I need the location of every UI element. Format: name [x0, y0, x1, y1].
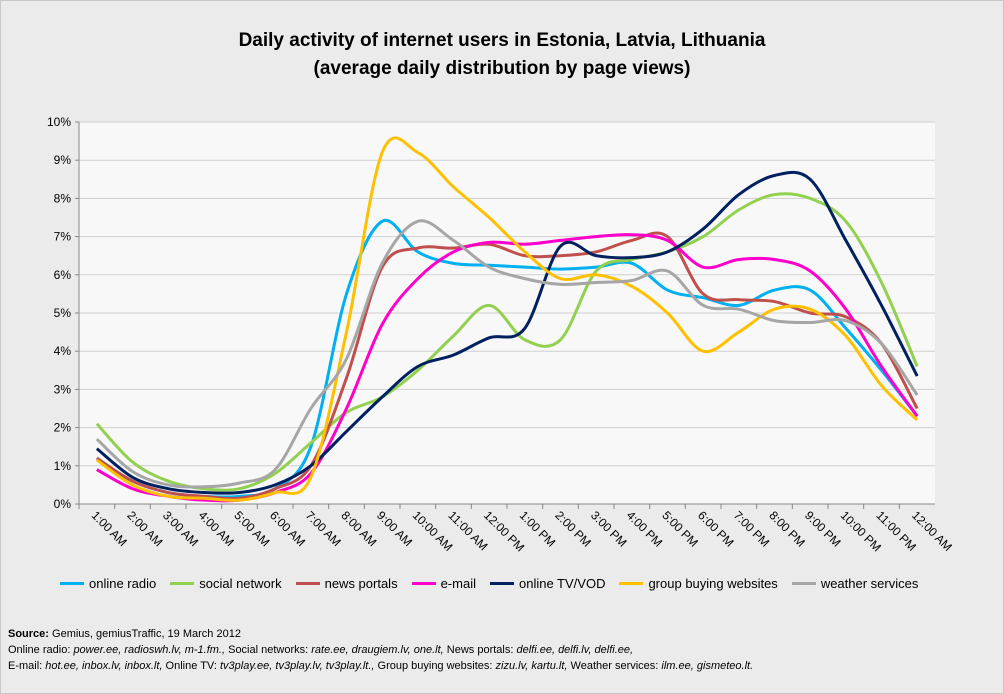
legend-item: weather services [791, 576, 919, 591]
y-tick-label: 9% [54, 153, 72, 167]
source-segment: Online TV: [162, 660, 220, 672]
source-segment: E-mail: [8, 660, 46, 672]
legend-item: news portals [295, 576, 398, 591]
legend-label: news portals [324, 576, 398, 591]
x-tick-label: 2:00 PM [552, 508, 594, 550]
x-tick-label: 5:00 AM [231, 508, 272, 549]
x-tick-label: 2:00 AM [124, 508, 165, 549]
series-line-weather-services [95, 219, 919, 489]
source-segment: Group buying websites: [374, 660, 496, 672]
legend-item: online TV/VOD [489, 576, 606, 591]
y-tick-label: 5% [54, 306, 72, 320]
x-tick-label: 12:00 AM [909, 508, 955, 554]
legend-label: e-mail [440, 576, 476, 591]
series-line-group-buying-websites [95, 136, 919, 502]
chart-subtitle: (average daily distribution by page view… [313, 58, 691, 79]
series-line-news-portals [96, 231, 919, 501]
x-tick-label: 7:00 PM [731, 508, 773, 550]
legend-swatch [791, 582, 816, 585]
source-text: Gemius, gemiusTraffic, 19 March 2012 [48, 628, 241, 640]
legend-label: online radio [89, 576, 157, 591]
legend-swatch [489, 582, 514, 585]
series-line-online-radio [96, 218, 919, 499]
source-segment: power.ee, radioswh.lv, m-1.fm., [73, 644, 226, 656]
legend-item: e-mail [411, 576, 476, 591]
y-tick-label: 10% [47, 115, 71, 129]
source-segment: Social networks: [225, 644, 312, 656]
legend-swatch [619, 582, 644, 585]
y-tick-label: 1% [54, 459, 72, 473]
y-tick-label: 7% [54, 230, 72, 244]
source-segment: zizu.lv, kartu.lt, [495, 660, 568, 672]
x-tick-label: 8:00 PM [766, 508, 808, 550]
x-tick-label: 6:00 AM [267, 508, 308, 549]
source-segment: News portals: [443, 644, 517, 656]
y-tick-label: 2% [54, 421, 72, 435]
series-line-online-tv-vod [95, 170, 919, 495]
y-tick-label: 0% [54, 497, 72, 511]
x-tick-label: 4:00 PM [624, 508, 666, 550]
source-line-2: Online radio: power.ee, radioswh.lv, m-1… [8, 642, 753, 658]
legend-label: weather services [820, 576, 919, 591]
source-segment: hot.ee, inbox.lv, inbox.lt, [45, 660, 163, 672]
source-line-3: E-mail: hot.ee, inbox.lv, inbox.lt, Onli… [8, 658, 753, 674]
legend-swatch [411, 582, 436, 585]
source-segment: Weather services: [567, 660, 662, 672]
source-note: Source: Gemius, gemiusTraffic, 19 March … [8, 626, 753, 674]
y-tick-label: 6% [54, 268, 72, 282]
chart-title: Daily activity of internet users in Esto… [238, 30, 766, 51]
legend-swatch [60, 582, 84, 585]
legend-label: online TV/VOD [518, 576, 606, 591]
x-tick-label: 7:00 AM [303, 508, 344, 549]
x-tick-label: 4:00 AM [196, 508, 237, 549]
source-segment: delfi.ee, delfi.lv, delfi.ee, [516, 644, 634, 656]
legend-swatch [295, 582, 320, 585]
x-tick-label: 9:00 PM [802, 508, 844, 550]
x-tick-label: 6:00 PM [695, 508, 737, 550]
source-segment: rate.ee, draugiem.lv, one.lt, [311, 644, 444, 656]
legend-item: social network [170, 576, 282, 591]
x-tick-label: 8:00 AM [338, 508, 379, 549]
source-label: Source: [8, 628, 49, 640]
source-segment: Online radio: [8, 644, 74, 656]
legend-label: group buying websites [648, 576, 778, 591]
x-tick-label: 3:00 PM [588, 508, 630, 550]
legend-item: online radio [60, 576, 156, 591]
series-line-social-network [95, 192, 919, 492]
y-tick-label: 3% [54, 382, 72, 396]
source-segment: tv3play.ee, tv3play.lv, tv3play.lt., [219, 660, 375, 672]
legend-label: social network [199, 576, 282, 591]
legend-swatch [170, 582, 195, 585]
x-tick-label: 9:00 AM [374, 508, 415, 549]
y-tick-label: 8% [54, 191, 72, 205]
x-tick-label: 5:00 PM [659, 508, 701, 550]
legend-item: group buying websites [619, 576, 778, 591]
x-tick-label: 3:00 AM [160, 508, 201, 549]
source-segment: ilm.ee, gismeteo.lt. [661, 660, 754, 672]
x-tick-label: 1:00 AM [89, 508, 130, 549]
y-tick-label: 4% [54, 344, 72, 358]
legend: online radio social network news portals e-… [60, 576, 960, 591]
